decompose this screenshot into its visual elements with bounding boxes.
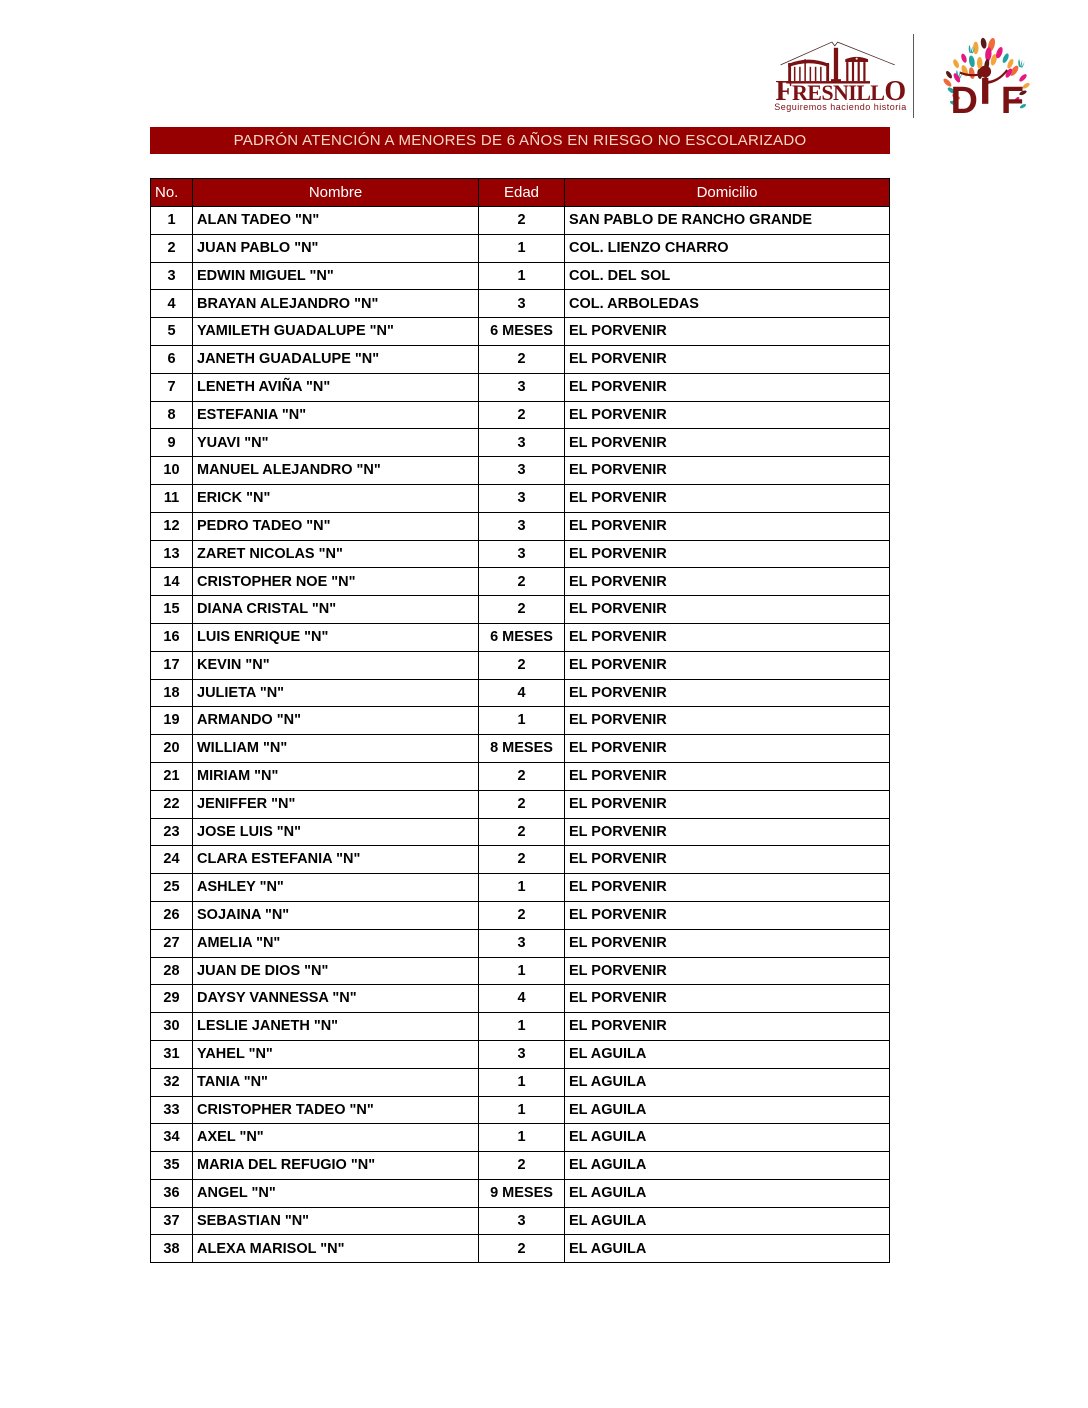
svg-text:F: F [1001,80,1024,122]
svg-text:D: D [951,80,978,122]
